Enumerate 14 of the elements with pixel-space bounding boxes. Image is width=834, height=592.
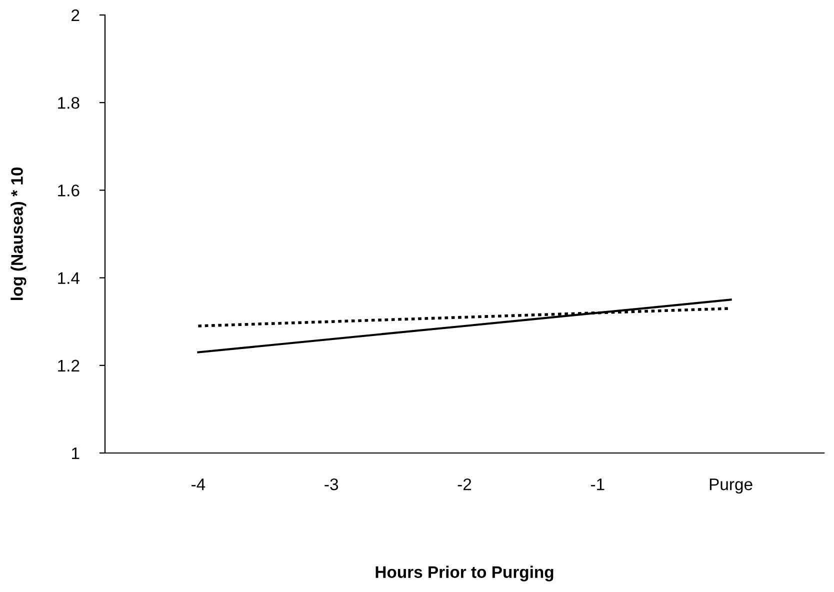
y-tick-label: 2 [72, 9, 80, 22]
x-axis-title: Hours Prior to Purging [376, 566, 554, 582]
y-tick-label: 1.8 [58, 97, 80, 109]
line-series [197, 298, 732, 354]
x-tick-label: -2 [458, 478, 472, 490]
x-tick-label: -3 [324, 478, 338, 490]
x-tick-label: -4 [192, 478, 206, 490]
y-axis-title: log (Nausea) * 10 [10, 168, 26, 300]
y-tick-label: 1.4 [58, 272, 80, 284]
y-tick-label: 1 [72, 448, 80, 460]
y-tick-label: 1.6 [58, 184, 80, 196]
x-tick-label: -1 [590, 478, 604, 490]
y-tick-label: 1.2 [58, 360, 80, 372]
x-tick-label: Purge [710, 478, 752, 494]
